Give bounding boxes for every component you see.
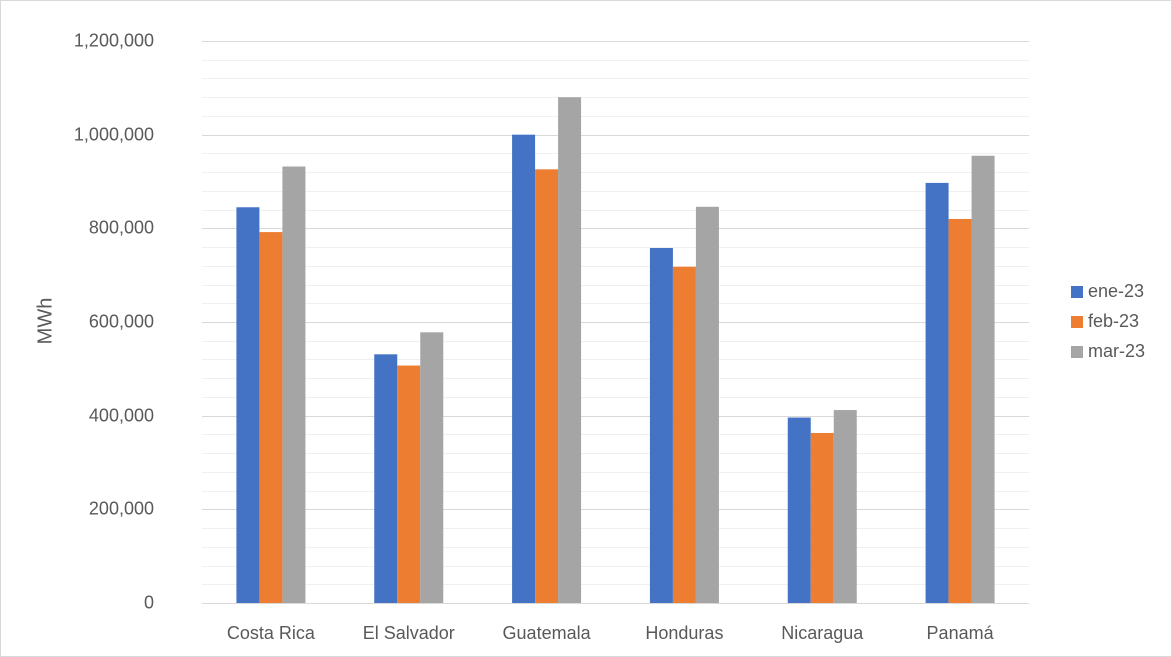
bar-mar-23 xyxy=(833,410,857,603)
bars xyxy=(236,97,995,604)
bar-feb-23 xyxy=(810,432,834,603)
bar-ene-23 xyxy=(374,354,398,603)
x-tick-label: Honduras xyxy=(645,623,723,643)
x-tick-label: El Salvador xyxy=(363,623,455,643)
x-tick-label: Costa Rica xyxy=(227,623,316,643)
x-tick-label: Panamá xyxy=(927,623,995,643)
y-tick-label: 400,000 xyxy=(89,405,154,425)
legend-swatch xyxy=(1071,316,1083,328)
bar-feb-23 xyxy=(535,169,559,603)
bar-mar-23 xyxy=(971,155,995,603)
legend-label: ene-23 xyxy=(1088,281,1144,301)
x-tick-label: Guatemala xyxy=(503,623,592,643)
bar-ene-23 xyxy=(925,182,949,603)
bar-ene-23 xyxy=(512,134,536,603)
bar-feb-23 xyxy=(948,218,972,603)
bar-mar-23 xyxy=(558,97,582,603)
bar-mar-23 xyxy=(282,166,306,603)
legend: ene-23 feb-23 mar-23 xyxy=(1071,281,1145,361)
y-tick-label: 0 xyxy=(144,592,154,612)
y-tick-label: 600,000 xyxy=(89,311,154,331)
bar-feb-23 xyxy=(397,365,421,603)
legend-label: feb-23 xyxy=(1088,311,1139,331)
bar-ene-23 xyxy=(649,248,673,603)
bar-ene-23 xyxy=(787,417,811,603)
x-tick-label: Nicaragua xyxy=(781,623,864,643)
y-tick-label: 1,000,000 xyxy=(74,124,154,144)
bar-mar-23 xyxy=(695,206,719,604)
bar-mar-23 xyxy=(420,332,444,603)
bar-feb-23 xyxy=(259,232,283,603)
y-tick-label: 800,000 xyxy=(89,217,154,237)
y-tick-label: 1,200,000 xyxy=(74,30,154,50)
bar-feb-23 xyxy=(672,266,696,603)
legend-label: mar-23 xyxy=(1088,341,1145,361)
legend-swatch xyxy=(1071,286,1083,298)
y-axis-title: MWh xyxy=(34,298,56,345)
gridlines xyxy=(202,41,1029,585)
legend-swatch xyxy=(1071,346,1083,358)
axes: 0 200,000 400,000 600,000 800,000 1,000,000 1,… xyxy=(74,30,1029,643)
bar-ene-23 xyxy=(236,207,260,603)
y-tick-label: 200,000 xyxy=(89,498,154,518)
